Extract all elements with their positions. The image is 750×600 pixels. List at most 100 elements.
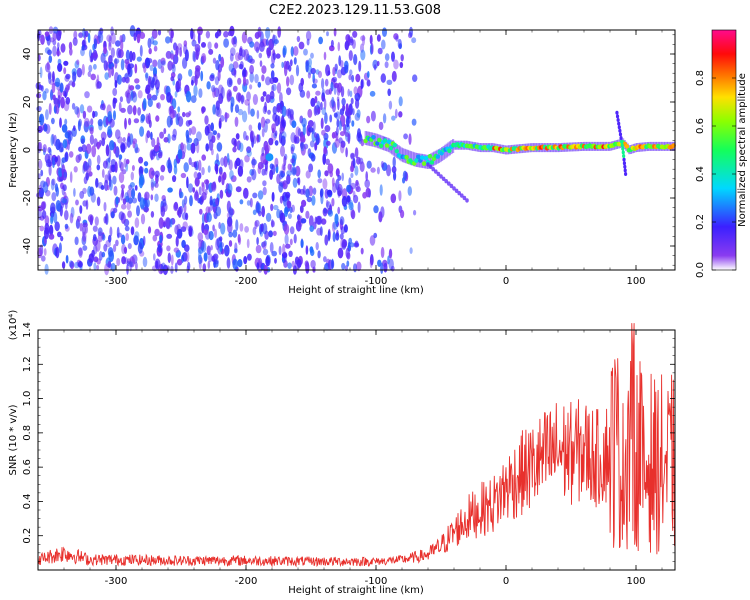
heatmap-cell xyxy=(177,149,183,160)
heatmap-cell xyxy=(113,58,120,64)
heatmap-cell xyxy=(310,259,316,269)
heatmap-cell xyxy=(96,196,101,207)
heatmap-cell xyxy=(174,224,179,235)
heatmap-cell xyxy=(380,160,384,169)
heatmap-cell xyxy=(105,144,110,157)
heatmap-cell xyxy=(157,29,162,36)
heatmap-cell xyxy=(291,166,297,176)
heatmap-cell xyxy=(218,175,222,183)
heatmap-signal-track xyxy=(363,110,676,203)
heatmap-cell xyxy=(177,106,181,113)
heatmap-cell xyxy=(134,143,139,154)
heatmap-cell xyxy=(113,110,116,121)
heatmap-cell xyxy=(58,29,62,37)
heatmap-cell xyxy=(296,35,301,43)
heatmap-cell xyxy=(115,196,119,205)
heatmap-cell xyxy=(289,238,293,246)
snr-x-axis-label: Height of straight line (km) xyxy=(288,585,424,596)
signal-cell xyxy=(416,154,421,160)
heatmap-cell xyxy=(325,199,329,208)
heatmap-cell xyxy=(333,82,340,89)
heatmap-cell xyxy=(329,170,334,178)
heatmap-cell xyxy=(252,209,257,216)
heatmap-cell xyxy=(356,156,361,165)
heatmap-cell xyxy=(150,194,154,201)
heatmap-cell xyxy=(348,177,352,186)
signal-tail-cell xyxy=(462,195,467,201)
heatmap-cell xyxy=(211,135,216,144)
heatmap-cell xyxy=(48,55,53,63)
heatmap-cell xyxy=(224,112,230,119)
snr-panel: -300 -200 -100 0 100 0.2 0.4 0.6 0.8 1.0 1.2 1.4 H… xyxy=(8,310,676,596)
signal-cell xyxy=(375,141,380,146)
heatmap-cell xyxy=(121,76,126,83)
heatmap-cell xyxy=(262,222,268,235)
heatmap-cell xyxy=(325,89,331,95)
heatmap-cell xyxy=(173,247,180,253)
heatmap-cell xyxy=(171,63,176,74)
heatmap-cell xyxy=(132,140,136,149)
heatmap-cell xyxy=(321,129,326,136)
heatmap-cell xyxy=(172,54,179,65)
heatmap-cell xyxy=(116,47,122,59)
heatmap-cell xyxy=(256,134,260,144)
heatmap-cell xyxy=(132,105,137,116)
heatmap-cell xyxy=(55,200,61,212)
heatmap-cell xyxy=(391,51,395,62)
heatmap-cell xyxy=(276,82,282,94)
heatmap-cell xyxy=(306,196,313,203)
heatmap-cell xyxy=(151,137,156,148)
heatmap-cell xyxy=(110,26,114,36)
heatmap-cell xyxy=(267,50,272,57)
heatmap-cell xyxy=(212,224,215,232)
heatmap-cell xyxy=(367,71,370,78)
heatmap-cell xyxy=(153,45,158,52)
heatmap-cell xyxy=(93,38,97,50)
heatmap-cell xyxy=(216,153,219,163)
heatmap-cell xyxy=(340,237,344,250)
heatmap-cell xyxy=(214,76,219,86)
heatmap-cell xyxy=(297,128,302,137)
heatmap-cell xyxy=(43,227,50,240)
heatmap-cell xyxy=(154,170,160,178)
heatmap-cell xyxy=(212,130,217,136)
heatmap-cell xyxy=(387,255,390,265)
heatmap-cell xyxy=(377,259,382,267)
heatmap-cell xyxy=(271,123,276,132)
heatmap-cell xyxy=(239,61,244,70)
heatmap-cell xyxy=(55,104,60,115)
heatmap-cell xyxy=(201,42,206,48)
heatmap-cell xyxy=(278,182,284,193)
heatmap-cell xyxy=(128,261,134,268)
heatmap-cell xyxy=(345,132,349,137)
heatmap-cell xyxy=(190,142,196,154)
heatmap-cell xyxy=(269,77,275,85)
heatmap-cell xyxy=(38,159,43,170)
heatmap-cell xyxy=(337,41,341,52)
heatmap-cell xyxy=(358,60,362,72)
heatmap-cell xyxy=(160,94,165,101)
heatmap-cell xyxy=(326,31,329,37)
heatmap-cell xyxy=(331,132,336,139)
heatmap-cell xyxy=(286,170,292,177)
heatmap-cell xyxy=(223,155,228,168)
heatmap-cell xyxy=(64,223,69,229)
heatmap-cell xyxy=(249,197,253,208)
heatmap-cell xyxy=(272,230,277,237)
snr-y-ticks: 0.2 0.4 0.6 0.8 1.0 1.2 1.4 xyxy=(22,322,675,571)
heatmap-cell xyxy=(351,39,356,49)
heatmap-cell xyxy=(202,263,207,273)
signal-halo xyxy=(422,154,425,169)
colorbar-gradient xyxy=(712,30,736,270)
heatmap-cell xyxy=(310,52,314,59)
heatmap-cell xyxy=(234,116,239,128)
heatmap-cell xyxy=(41,210,47,219)
heatmap-cell xyxy=(160,164,166,173)
heatmap-cell xyxy=(289,74,295,86)
heatmap-cell xyxy=(360,138,365,147)
heatmap-cell xyxy=(174,91,178,98)
heatmap-cell xyxy=(59,82,64,93)
heatmap-cell xyxy=(277,26,282,38)
